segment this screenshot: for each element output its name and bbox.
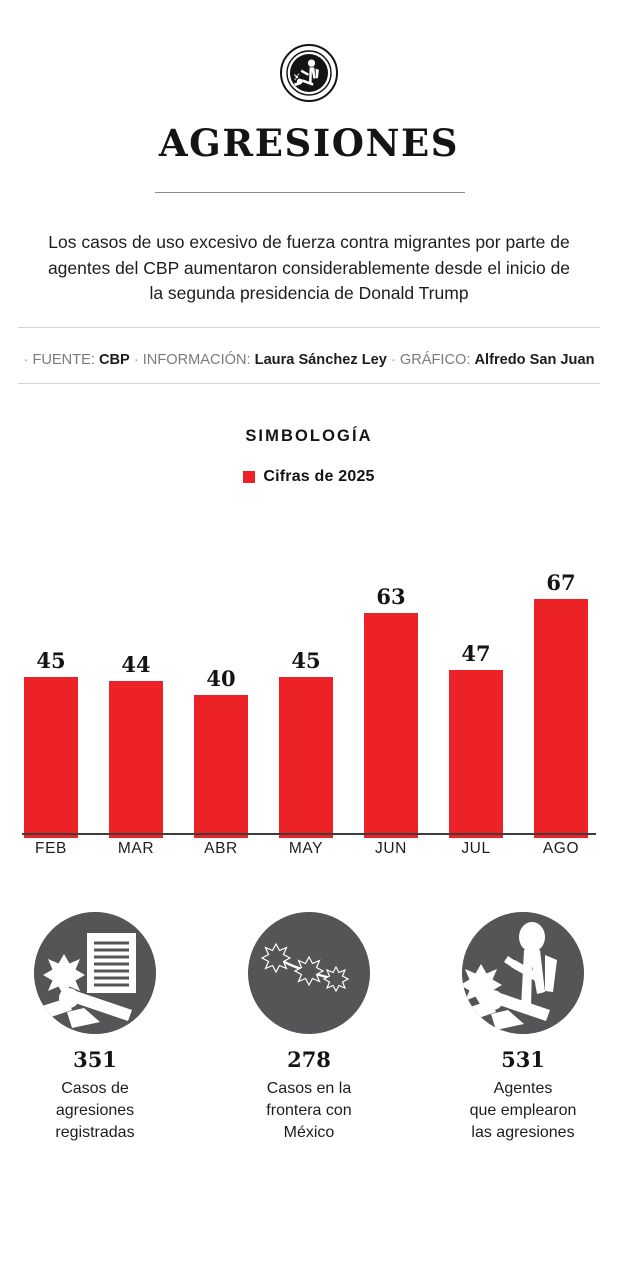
bar-value-label: 44: [121, 652, 151, 677]
stat-item: 351 Casos de agresiones registradas: [19, 912, 171, 1182]
document-assault-icon: [34, 912, 156, 1034]
title-divider: [155, 192, 465, 193]
credits-divider-bottom: [18, 383, 600, 384]
credits-info-value: Laura Sánchez Ley: [254, 352, 387, 368]
mexico-border-map-icon: [248, 912, 370, 1034]
stat-item: 278 Casos en la frontera con México: [233, 912, 385, 1182]
bar-group: 45: [279, 533, 333, 838]
legend-heading: SIMBOLOGÍA: [245, 427, 373, 445]
axis-tick-label: MAR: [117, 840, 155, 857]
bar-value-label: 47: [461, 641, 491, 666]
credits-info-label: INFORMACIÓN:: [142, 352, 251, 368]
axis-tick-label: AGO: [542, 840, 580, 857]
bar-value-label: 67: [546, 570, 576, 595]
bar-group: 63: [364, 533, 418, 838]
credits-source-value: CBP: [98, 352, 130, 368]
bar-value-label: 45: [36, 648, 66, 673]
axis-tick-label: ABR: [204, 840, 238, 857]
axis-tick-label: MAY: [288, 840, 324, 857]
page-title: AGRESIONES: [158, 121, 460, 165]
axis-tick-label: FEB: [35, 840, 67, 857]
stat-caption: Agentes que emplearon las agresiones: [469, 1080, 577, 1141]
bar-chart: 45 44 40 45 63 47 67: [0, 528, 618, 838]
chart-axis-line: [22, 833, 596, 835]
legend-series-label: Cifras de 2025: [263, 468, 375, 485]
credits-divider-top: [18, 327, 600, 328]
bar-value-label: 40: [206, 666, 236, 691]
credits-graphic-value: Alfredo San Juan: [474, 352, 595, 368]
bar-rect[interactable]: [194, 695, 248, 838]
assault-emblem-icon: [280, 44, 338, 102]
credits-graphic-label: GRÁFICO:: [399, 352, 471, 368]
stat-caption: Casos de agresiones registradas: [55, 1080, 135, 1141]
chart-axis-labels: FEB MAR ABR MAY JUN JUL AGO: [0, 840, 618, 868]
agent-baton-assault-icon: [462, 912, 584, 1034]
stat-caption: Casos en la frontera con México: [266, 1080, 352, 1141]
legend-swatch-icon: [243, 471, 256, 483]
credits-bullet-1: ·: [23, 352, 29, 368]
bar-rect[interactable]: [24, 677, 78, 838]
bar-rect[interactable]: [279, 677, 333, 838]
stat-number: 278: [287, 1047, 331, 1072]
bar-group: 47: [449, 533, 503, 838]
bar-group: 40: [194, 533, 248, 838]
bar-group: 45: [24, 533, 78, 838]
axis-tick-label: JUL: [461, 840, 491, 857]
bar-rect[interactable]: [449, 670, 503, 838]
bar-group: 44: [109, 533, 163, 838]
bar-value-label: 45: [291, 648, 321, 673]
bar-value-label: 63: [376, 584, 406, 609]
logo-container: [0, 44, 618, 102]
credits-bullet-3: ·: [390, 352, 396, 368]
bar-group: 67: [534, 533, 588, 838]
credits-bullet-2: ·: [133, 352, 139, 368]
bar-rect[interactable]: [364, 613, 418, 838]
stat-number: 351: [73, 1047, 117, 1072]
credits-line: · FUENTE: CBP · INFORMACIÓN: Laura Sánch…: [18, 350, 600, 370]
stat-number: 531: [501, 1047, 545, 1072]
bar-rect[interactable]: [109, 681, 163, 838]
page-subtitle: Los casos de uso excesivo de fuerza cont…: [47, 232, 571, 303]
chart-legend: Cifras de 2025: [0, 468, 618, 486]
stat-item: 531 Agentes que emplearon las agresiones: [447, 912, 599, 1182]
credits-source-label: FUENTE:: [32, 352, 95, 368]
stats-row: 351 Casos de agresiones registradas 278 Ca…: [0, 912, 618, 1182]
axis-tick-label: JUN: [375, 840, 407, 857]
bar-rect[interactable]: [534, 599, 588, 838]
